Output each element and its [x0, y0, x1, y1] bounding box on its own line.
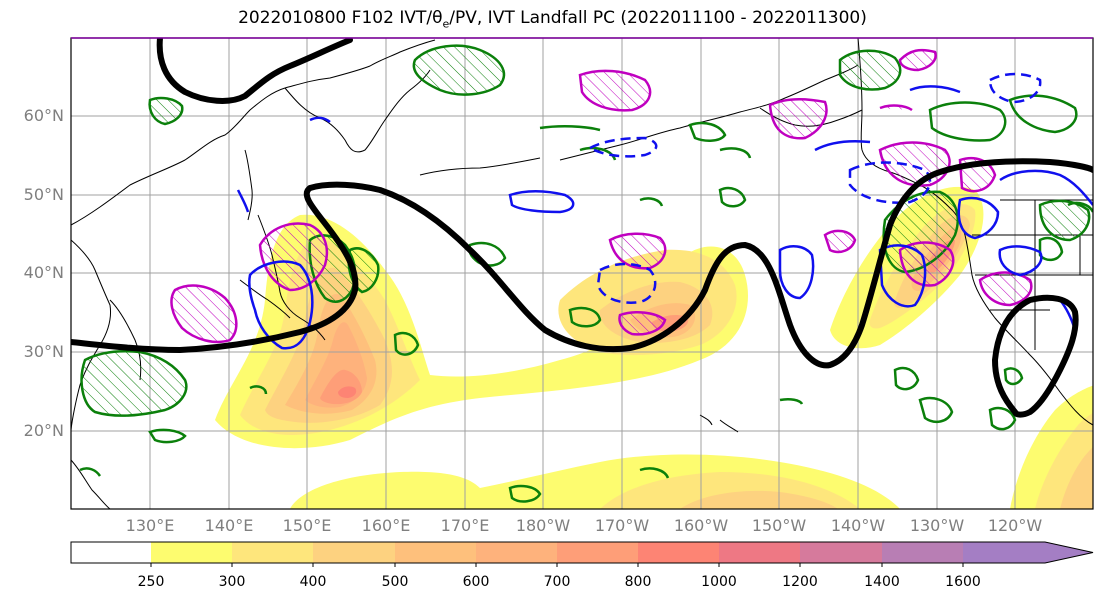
colorbar-label-1600: 1600 [945, 574, 981, 590]
lat-label-60n: 60°N [23, 106, 64, 125]
colorbar-label-300: 300 [218, 574, 246, 590]
pv-green-contours [79, 94, 1093, 503]
lon-label-140w: 140°W [830, 516, 886, 535]
theta-e-contours [71, 38, 1093, 418]
lon-label-160w: 160°W [673, 516, 729, 535]
lat-label-50n: 50°N [23, 185, 64, 204]
lon-label-170e: 170°E [440, 516, 490, 535]
lat-label-40n: 40°N [23, 263, 64, 282]
colorbar-label-1000: 1000 [701, 574, 737, 590]
pv-blue-contours [236, 72, 1093, 350]
lon-label-180w: 180°W [515, 516, 571, 535]
colorbar-label-250: 250 [137, 574, 165, 590]
lon-label-120w: 120°W [987, 516, 1043, 535]
graticule [71, 38, 1093, 509]
lon-label-150w: 150°W [751, 516, 807, 535]
colorbar-label-1200: 1200 [782, 574, 818, 590]
lon-label-170w: 170°W [594, 516, 650, 535]
colorbar-label-1400: 1400 [864, 574, 900, 590]
lon-label-160e: 160°E [361, 516, 411, 535]
colorbar-label-800: 800 [624, 574, 652, 590]
lon-label-130w: 130°W [909, 516, 965, 535]
colorbar-label-700: 700 [543, 574, 571, 590]
colorbar-label-600: 600 [462, 574, 490, 590]
lon-label-150e: 150°E [282, 516, 332, 535]
lon-label-130e: 130°E [125, 516, 175, 535]
pv-magenta-contours [170, 48, 1033, 344]
colorbar-label-500: 500 [381, 574, 409, 590]
lat-label-20n: 20°N [23, 421, 64, 440]
map-content [71, 38, 1093, 509]
colorbar [70, 541, 1094, 567]
colorbar-label-400: 400 [299, 574, 327, 590]
lat-label-30n: 30°N [23, 342, 64, 361]
map-title: 2022010800 F102 IVT/θe/PV, IVT Landfall … [238, 8, 867, 31]
lon-label-140e: 140°E [204, 516, 254, 535]
